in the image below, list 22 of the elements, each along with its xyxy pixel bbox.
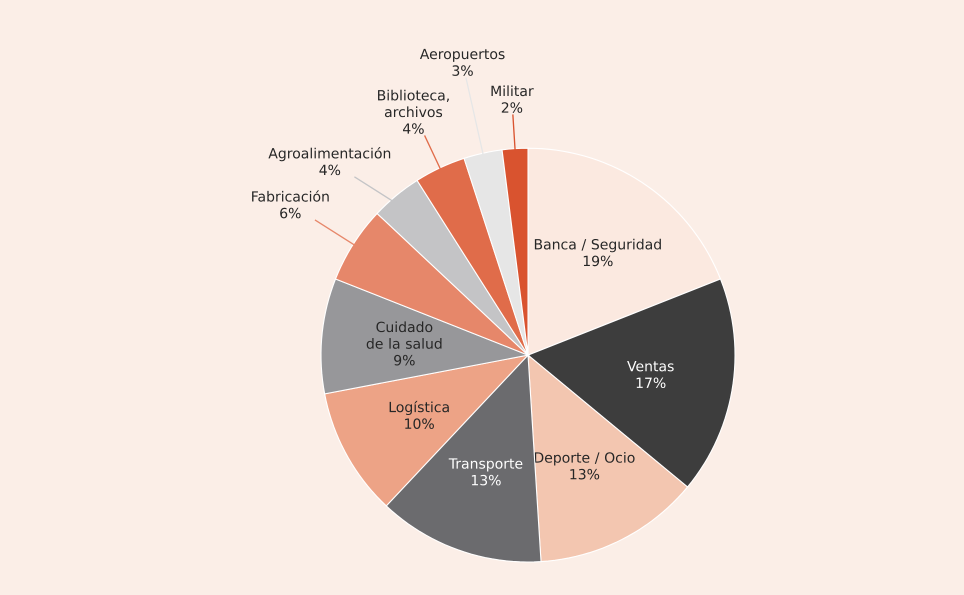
slice-label: Biblioteca, archivos bbox=[378, 90, 449, 118]
data-label: 6% bbox=[280, 208, 301, 218]
data-label: 17% bbox=[636, 377, 666, 388]
slice-label: Ventas bbox=[627, 361, 674, 372]
slice-label: Transporte bbox=[448, 458, 522, 472]
data-label: 13% bbox=[570, 468, 600, 480]
data-label: 9% bbox=[394, 354, 415, 366]
slice-label: Cuidado de la salud bbox=[366, 321, 442, 349]
data-label: 10% bbox=[405, 418, 434, 429]
slice-label: Deporte / Ocio bbox=[534, 452, 635, 466]
data-label: 13% bbox=[472, 474, 501, 486]
slice-label: Aeropuertos bbox=[420, 48, 505, 62]
slice-label: Fabricación bbox=[252, 190, 329, 202]
slice-label: Agroalimentación bbox=[268, 147, 390, 162]
data-label: 19% bbox=[584, 256, 613, 266]
slice-label: Banca / Seguridad bbox=[534, 238, 661, 252]
data-label: 3% bbox=[452, 65, 473, 76]
slice-label: Militar bbox=[491, 85, 534, 96]
data-label: 4% bbox=[403, 123, 424, 134]
data-label: 4% bbox=[319, 164, 340, 176]
data-label: 2% bbox=[502, 102, 522, 113]
slice-label: Logística bbox=[390, 400, 449, 415]
